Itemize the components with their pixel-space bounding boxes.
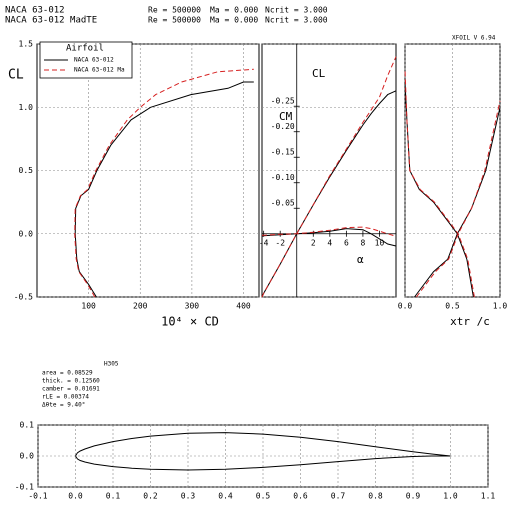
y2-tick-label: -0.05 [271, 199, 295, 208]
y-axis-label: CL [8, 68, 24, 83]
series-line [74, 68, 254, 298]
version: XFOIL V 6.94 [452, 35, 496, 42]
x-tick-label: 0.9 [406, 492, 421, 501]
series-line [404, 81, 474, 298]
x-tick-label: 2 [311, 238, 316, 247]
series-line [261, 228, 397, 247]
x-tick-label: 0.3 [181, 492, 196, 501]
x-tick-label: 0.4 [218, 492, 233, 501]
x-axis-label: α [357, 253, 364, 266]
x-tick-label: -2 [275, 238, 285, 247]
geometry-parameter: area = 0.08529 [42, 370, 93, 377]
x-tick-label: -4 [259, 238, 269, 247]
header-item: Ma = 0.000 [210, 16, 258, 25]
header-item: Ncrit = 3.000 [265, 6, 328, 15]
header-item: Ma = 0.000 [210, 6, 258, 15]
y-tick-label: 0.0 [19, 229, 34, 238]
x-tick-label: 10 [375, 238, 385, 247]
y-tick-label: 1.5 [19, 40, 34, 49]
y2-tick-label: -0.10 [271, 173, 295, 182]
series-line [416, 100, 501, 298]
x-tick-label: 1.1 [481, 492, 496, 501]
x-tick-label: 1.0 [493, 302, 508, 311]
x-tick-label: 100 [81, 302, 96, 311]
x-tick-label: 0.5 [256, 492, 271, 501]
legend-label: NACA 63-012 [74, 57, 114, 64]
series-line [74, 81, 254, 298]
series-line [414, 107, 501, 298]
series-line [261, 56, 397, 298]
x-tick-label: -0.1 [28, 492, 47, 501]
x-axis-label: xtr /c [450, 315, 490, 328]
y2-axis-label: CM [279, 110, 293, 123]
header-item: Re = 500000 [148, 16, 201, 25]
x-tick-label: 0.5 [445, 302, 460, 311]
y2-tick-label: -0.15 [271, 148, 295, 157]
x-tick-label: 0.7 [331, 492, 346, 501]
header-item: Ncrit = 3.000 [265, 16, 328, 25]
geometry-parameter: Δθte = 9.40° [42, 402, 85, 409]
series-line [75, 432, 451, 457]
x-tick-label: 8 [360, 238, 365, 247]
airfoil-name: H305 [104, 361, 119, 368]
series-line [262, 226, 397, 237]
x-tick-label: 1.0 [443, 492, 458, 501]
x-tick-label: 0.0 [68, 492, 83, 501]
x-tick-label: 6 [344, 238, 349, 247]
y2-tick-label: -0.25 [271, 97, 295, 106]
y-tick-label: -0.5 [14, 293, 33, 302]
y-tick-label: 0.0 [20, 452, 35, 461]
header-item: Re = 500000 [148, 6, 201, 15]
y-tick-label: 0.5 [19, 166, 34, 175]
x-tick-label: 4 [327, 238, 332, 247]
header-item: NACA 63-012 [5, 6, 65, 16]
series-line [404, 69, 475, 298]
y-axis-label: CL [312, 67, 326, 80]
y-tick-label: -0.1 [15, 483, 34, 492]
x-tick-label: 300 [185, 302, 200, 311]
series-line [75, 455, 451, 471]
x-tick-label: 0.0 [398, 302, 413, 311]
geometry-parameter: camber = 0.01691 [42, 386, 100, 393]
legend-title: Airfoil [66, 44, 104, 54]
x-tick-label: 0.1 [106, 492, 121, 501]
y-tick-label: 1.0 [19, 103, 34, 112]
x-axis-label: 10⁴ × CD [161, 315, 219, 329]
x-tick-label: 400 [236, 302, 251, 311]
geometry-parameter: rLE = 0.00374 [42, 394, 89, 401]
x-tick-label: 0.8 [368, 492, 383, 501]
geometry-parameter: thick. = 0.12560 [42, 378, 100, 385]
x-tick-label: 0.6 [293, 492, 308, 501]
y2-tick-label: -0.20 [271, 122, 295, 131]
x-tick-label: 0.2 [143, 492, 158, 501]
legend-label: NACA 63-012 Ma [74, 67, 125, 74]
header-item: NACA 63-012 MadTE [5, 16, 97, 26]
y-tick-label: 0.1 [20, 421, 35, 430]
x-tick-label: 200 [133, 302, 148, 311]
